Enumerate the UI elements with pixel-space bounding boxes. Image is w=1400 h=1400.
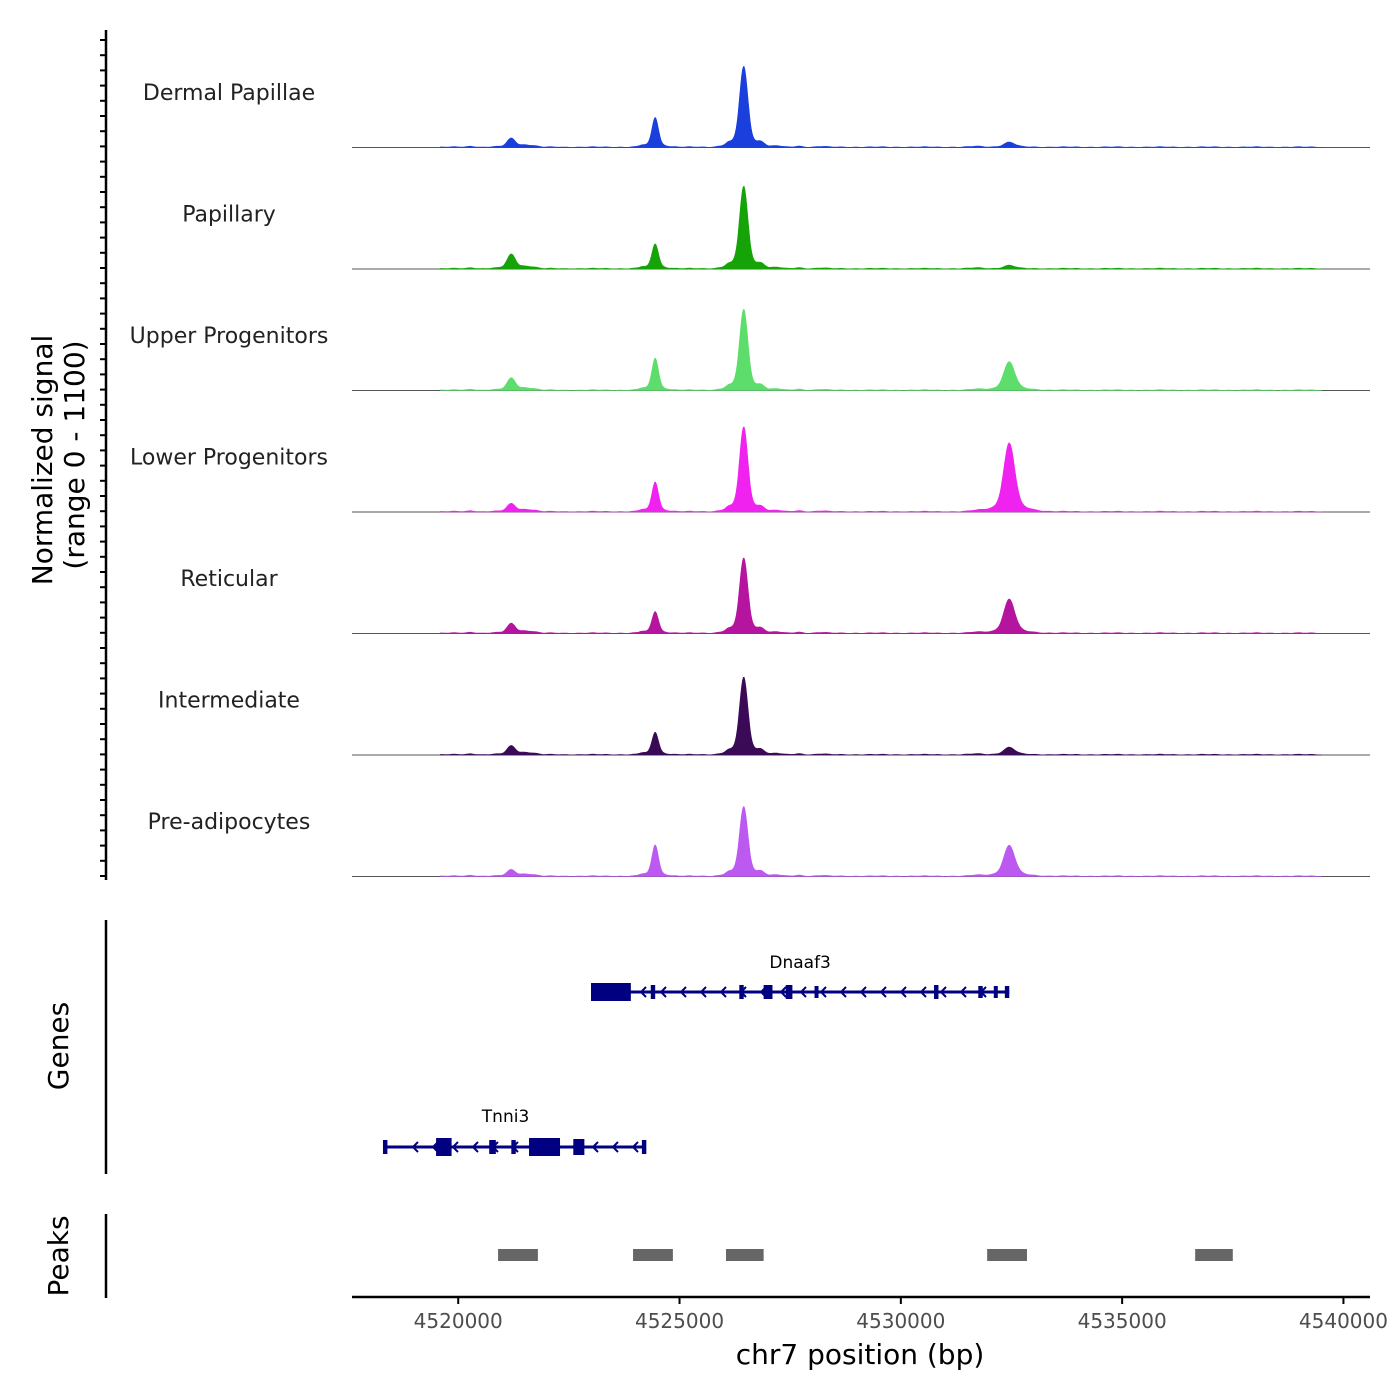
signal-track: Papillary	[182, 186, 1370, 270]
gene-exon	[993, 986, 998, 998]
x-tick-label: 4525000	[635, 1309, 724, 1333]
track-label-lower-progenitors: Lower Progenitors	[130, 446, 328, 471]
strand-arrow	[959, 986, 967, 998]
gene-exon	[978, 986, 983, 998]
coverage-area	[440, 66, 1322, 148]
gene-exon	[785, 985, 793, 999]
signal-track: Reticular	[180, 557, 1370, 634]
gene-model-tnni3: Tnni3	[382, 1107, 647, 1156]
x-tick-label: 4540000	[1299, 1309, 1388, 1333]
strand-arrow	[591, 1141, 599, 1153]
strand-arrow	[659, 986, 667, 998]
gene-exon	[382, 1140, 388, 1154]
gene-exon	[489, 1140, 496, 1154]
genes-track-label: Genes	[42, 1002, 75, 1090]
coverage-area	[440, 186, 1322, 270]
gene-exon	[529, 1138, 561, 1156]
strand-arrow	[779, 986, 787, 998]
strand-arrow	[839, 986, 847, 998]
track-label-intermediate: Intermediate	[158, 689, 300, 714]
strand-arrow	[451, 1141, 459, 1153]
peaks-track-label: Peaks	[42, 1215, 75, 1296]
signal-track: Upper Progenitors	[130, 309, 1370, 391]
track-label-dermal-papillae: Dermal Papillae	[143, 81, 315, 106]
gene-exon	[591, 983, 631, 1001]
strand-arrow	[631, 1141, 639, 1153]
coverage-area	[440, 426, 1322, 513]
peak-region	[633, 1249, 673, 1261]
x-tick-label: 4535000	[1078, 1309, 1167, 1333]
track-label-pre-adipocytes: Pre-adipocytes	[148, 810, 311, 835]
x-axis-ticks: 4520000 4525000 4530000 4535000 4540000	[414, 1297, 1388, 1333]
peak-region	[1195, 1249, 1233, 1261]
gene-model-dnaaf3: Dnaaf3	[591, 953, 1010, 1001]
y-axis-title: Normalized signal	[26, 335, 59, 586]
strand-arrow	[411, 1141, 419, 1153]
strand-arrow	[939, 986, 947, 998]
signal-track: Lower Progenitors	[130, 426, 1370, 513]
strand-arrow	[899, 986, 907, 998]
coverage-y-ticks	[100, 39, 106, 877]
strand-arrow	[859, 986, 867, 998]
signal-track: Pre-adipocytes	[148, 806, 1370, 877]
strand-arrow	[699, 986, 707, 998]
gene-exon	[739, 985, 744, 999]
strand-arrow	[879, 986, 887, 998]
gene-exon	[934, 985, 939, 999]
coverage-area	[440, 677, 1322, 756]
strand-arrow	[639, 986, 647, 998]
gene-exon	[763, 985, 773, 999]
x-tick-label: 4520000	[414, 1309, 503, 1333]
coverage-area	[440, 557, 1322, 634]
peak-region	[987, 1249, 1027, 1261]
strand-arrow	[611, 1141, 619, 1153]
x-tick-label: 4530000	[856, 1309, 945, 1333]
gene-name-label: Tnni3	[481, 1107, 529, 1127]
coverage-area	[440, 806, 1322, 877]
gene-exon	[814, 986, 819, 998]
gene-exon	[511, 1140, 516, 1154]
signal-track: Dermal Papillae	[143, 66, 1370, 148]
signal-track: Intermediate	[158, 677, 1370, 756]
strand-arrow	[819, 986, 827, 998]
gene-exon	[1004, 986, 1010, 998]
track-label-reticular: Reticular	[180, 567, 278, 592]
gene-exon	[650, 985, 656, 999]
track-label-upper-progenitors: Upper Progenitors	[130, 324, 329, 349]
peaks-layer	[498, 1249, 1233, 1261]
coverage-area	[440, 309, 1322, 391]
x-axis-title: chr7 position (bp)	[736, 1338, 985, 1371]
gene-exon	[641, 1140, 647, 1154]
strand-arrow	[719, 986, 727, 998]
y-axis-range-label: (range 0 - 1100)	[58, 340, 91, 569]
gene-exon	[573, 1139, 585, 1155]
strand-arrow	[799, 986, 807, 998]
signal-tracks: Dermal Papillae Papillary Upper Progenitor…	[130, 66, 1370, 877]
peak-region	[498, 1249, 538, 1261]
strand-arrow	[679, 986, 687, 998]
genes-layer: Dnaaf3 Tnni3	[382, 953, 1010, 1156]
strand-arrow	[919, 986, 927, 998]
peak-region	[726, 1249, 764, 1261]
gene-name-label: Dnaaf3	[769, 953, 831, 973]
strand-arrow	[471, 1141, 479, 1153]
gene-exon	[436, 1138, 452, 1156]
track-label-papillary: Papillary	[182, 203, 276, 228]
